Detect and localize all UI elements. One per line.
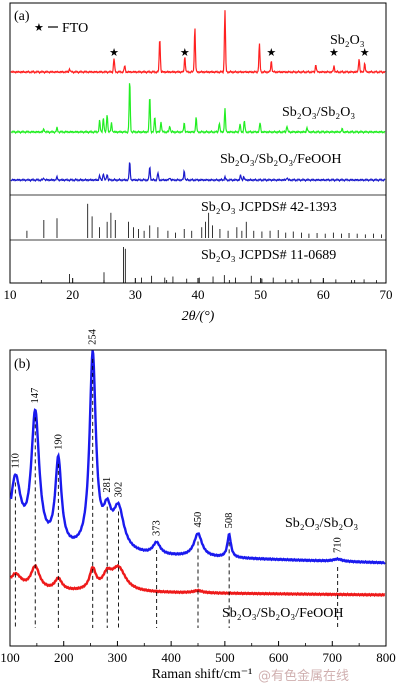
peak-label-508: 508 <box>224 513 235 529</box>
label-a-green: Sb₂O₃/Sb₂O₃ <box>282 105 355 120</box>
xrd-series-1 <box>10 10 386 75</box>
peak-label-254: 254 <box>88 328 99 345</box>
fto-legend-text: FTO <box>62 21 88 36</box>
panel-b-label: (b) <box>14 357 31 372</box>
peak-label-281: 281 <box>102 477 113 493</box>
fto-legend-star: ★ <box>34 22 44 34</box>
panel-a-curves: ★ ★ ★ ★ ★ <box>10 10 386 283</box>
label-a-blue: Sb₂O₃/Sb₂O₃/FeOOH <box>220 152 341 167</box>
watermark: @有色金属在线 <box>258 668 349 684</box>
a-x-tick-label: 60 <box>317 287 330 302</box>
fto-star-3: ★ <box>266 47 276 59</box>
xrd-series-3 <box>10 162 386 183</box>
b-x-tick-label: 500 <box>215 650 235 665</box>
a-x-tick-label: 30 <box>129 287 142 302</box>
label-b-blue: Sb₂O₃/Sb₂O₃ <box>285 516 358 531</box>
b-x-tick-label: 300 <box>108 650 128 665</box>
label-ref-2: Sb₂O₃ JCPDS# 11-0689 <box>201 248 336 263</box>
raman-series-1 <box>9 350 386 565</box>
fto-star-1: ★ <box>109 47 119 59</box>
panel-a-label: (a) <box>14 9 30 24</box>
panel-a-x-label: 2θ/(°) <box>182 309 215 324</box>
peak-label-302: 302 <box>114 482 125 498</box>
peak-label-147: 147 <box>30 388 41 404</box>
xrd-series-2 <box>10 83 386 135</box>
b-x-tick-label: 100 <box>0 650 20 665</box>
label-a-red: Sb₂O₃ <box>330 33 365 48</box>
a-x-tick-label: 20 <box>66 287 79 302</box>
peak-label-110: 110 <box>10 453 21 468</box>
a-x-tick-label: 40 <box>192 287 205 302</box>
panel-b-x-axis: 100 200 300 400 500 600 700 800 <box>0 641 396 665</box>
peak-label-190: 190 <box>53 434 64 450</box>
peak-label-710: 710 <box>333 537 344 553</box>
b-x-tick-label: 600 <box>269 650 289 665</box>
label-ref-1: Sb₂O₃ JCPDS# 42-1393 <box>201 200 337 215</box>
raman-series-2 <box>9 563 386 598</box>
fto-star-4: ★ <box>329 47 339 59</box>
b-x-tick-label: 200 <box>54 650 74 665</box>
a-x-tick-label: 10 <box>4 287 17 302</box>
panel-b-frame <box>9 349 387 647</box>
b-x-tick-label: 700 <box>323 650 343 665</box>
panel-b-curves: 110 147 190 254 281 302 373 450 508 710 <box>9 328 386 628</box>
label-b-red: Sb₂O₃/Sb₂O₃/FeOOH <box>222 606 343 621</box>
fto-star-5: ★ <box>360 47 370 59</box>
peak-label-450: 450 <box>193 512 204 528</box>
peak-label-373: 373 <box>152 520 163 536</box>
b-x-tick-label: 800 <box>376 650 396 665</box>
a-x-tick-label: 70 <box>380 287 393 302</box>
panel-a-x-axis: 10 20 30 40 50 60 70 <box>4 278 393 302</box>
fto-star-2: ★ <box>180 47 190 59</box>
panel-b-x-label: Raman shift/cm⁻¹ <box>152 667 253 682</box>
b-x-tick-label: 400 <box>161 650 181 665</box>
a-x-tick-label: 50 <box>254 287 267 302</box>
